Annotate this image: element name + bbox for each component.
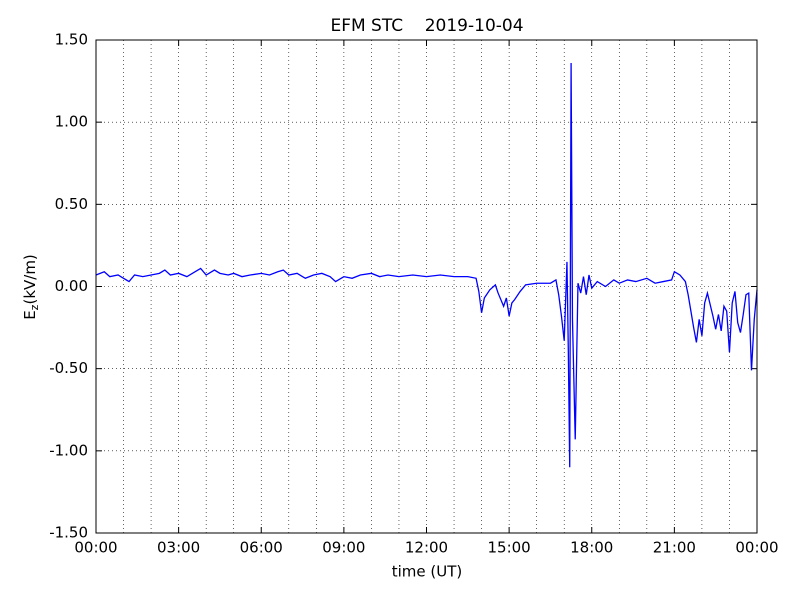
x-tick-label: 03:00 — [157, 539, 200, 557]
chart-title: EFM STC 2019-10-04 — [330, 16, 523, 36]
x-tick-label: 15:00 — [488, 539, 531, 557]
y-tick-label: 1.50 — [55, 31, 88, 49]
y-tick-label: -1.50 — [49, 524, 88, 542]
x-tick-label: 06:00 — [240, 539, 283, 557]
y-label-sub: z — [28, 304, 41, 310]
y-tick-label: 0.00 — [55, 277, 88, 295]
y-axis-label: Ez(kV/m) — [21, 254, 42, 320]
x-tick-label: 09:00 — [322, 539, 365, 557]
x-tick-label: 00:00 — [74, 539, 117, 557]
x-tick-label: 12:00 — [405, 539, 448, 557]
x-axis-label: time (UT) — [392, 563, 463, 581]
x-tick-label: 18:00 — [570, 539, 613, 557]
y-label-main: E — [21, 310, 39, 319]
y-tick-label: 0.50 — [55, 195, 88, 213]
y-tick-label: -1.00 — [49, 441, 88, 459]
y-label-unit: (kV/m) — [21, 254, 39, 304]
y-tick-label: -0.50 — [49, 359, 88, 377]
plot-frame — [95, 39, 758, 534]
x-tick-label: 21:00 — [653, 539, 696, 557]
y-tick-label: 1.00 — [55, 113, 88, 131]
x-tick-label: 00:00 — [735, 539, 778, 557]
data-line — [95, 63, 758, 468]
